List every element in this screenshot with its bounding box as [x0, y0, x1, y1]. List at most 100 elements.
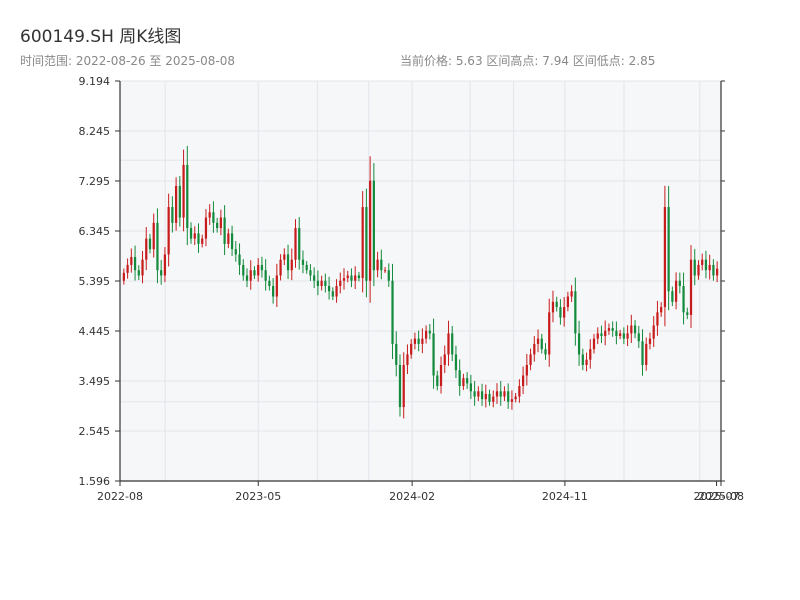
x-tick-label: 2024-11 [542, 490, 588, 503]
candle-down [417, 338, 420, 344]
candle-down [230, 233, 234, 250]
y-tick-label: 7.295 [79, 175, 111, 188]
candle-up [249, 270, 252, 281]
candle-down [682, 286, 685, 313]
candle-down [559, 307, 562, 318]
candle-down [466, 378, 469, 384]
candle-up [383, 270, 387, 272]
candle-up [663, 207, 667, 308]
candle-up [596, 333, 599, 339]
candle-up [529, 354, 532, 365]
y-tick-label: 1.596 [79, 475, 111, 488]
candle-up [174, 185, 178, 223]
candle-down [223, 217, 226, 244]
candle-up [167, 207, 170, 255]
candle-down [313, 275, 316, 281]
candle-up [257, 264, 260, 276]
candle-down [372, 180, 375, 271]
candle-up [701, 259, 704, 265]
candle-down [678, 280, 681, 287]
candle-down [387, 270, 390, 281]
candle-down [398, 364, 402, 408]
candle-up [604, 330, 607, 337]
candle-up [376, 259, 379, 271]
candle-down [507, 391, 510, 402]
candle-down [234, 249, 237, 255]
candle-down [637, 333, 640, 342]
candle-up [339, 280, 342, 287]
price-stats-text: 当前价格: 5.63 区间高点: 7.94 区间低点: 2.85 [400, 54, 656, 68]
candle-up [607, 328, 611, 331]
grid-lines [120, 80, 721, 482]
candle-up [152, 222, 155, 250]
candle-down [137, 270, 140, 276]
candle-down [316, 280, 320, 287]
candle-down [641, 341, 644, 365]
candle-up [182, 164, 185, 218]
candle-up [126, 264, 129, 273]
candle-down [469, 383, 472, 392]
candle-up [193, 233, 196, 239]
candle-down [380, 259, 383, 271]
candle-down [238, 254, 241, 265]
candle-down [212, 212, 215, 223]
candle-down [286, 254, 290, 271]
candles [122, 145, 719, 419]
candle-up [536, 338, 540, 344]
candle-down [686, 312, 689, 315]
candle-up [447, 333, 450, 355]
candle-up [533, 343, 536, 355]
candle-up [204, 217, 208, 239]
candle-down [171, 207, 174, 223]
candle-up [421, 338, 424, 344]
candle-down [156, 222, 159, 271]
candle-up [354, 275, 357, 281]
candle-up [585, 359, 588, 365]
candle-up [495, 391, 499, 397]
candle-down [600, 333, 603, 337]
candle-up [503, 391, 506, 397]
candle-up [674, 280, 678, 302]
candle-down [178, 185, 181, 218]
candle-up [660, 307, 663, 313]
candle-up [122, 272, 125, 281]
candle-down [357, 275, 361, 279]
candle-up [443, 354, 446, 365]
candle-up [484, 393, 487, 400]
candle-up [290, 259, 293, 271]
candle-down [540, 338, 543, 350]
candle-up [208, 212, 211, 218]
candle-up [130, 257, 133, 265]
candle-up [477, 391, 480, 397]
y-tick-label: 2.545 [79, 425, 111, 438]
candle-down [480, 391, 484, 400]
candle-up [275, 275, 278, 297]
chart-title: 600149.SH 周K线图 [20, 27, 182, 47]
candle-up [689, 259, 693, 315]
candle-down [473, 391, 476, 397]
candle-down [615, 330, 618, 337]
candle-down [704, 259, 708, 271]
candle-up [402, 364, 405, 408]
x-tick-label: 2025-08 [698, 490, 744, 503]
candle-down [216, 222, 219, 229]
candle-down [577, 333, 581, 355]
candle-down [395, 343, 398, 365]
candle-up [406, 354, 409, 365]
candle-up [219, 217, 222, 229]
x-tick-label: 2025-07 [694, 490, 740, 503]
candle-down [242, 264, 245, 276]
candle-down [264, 270, 267, 281]
candle-down [451, 333, 454, 355]
candle-down [245, 275, 249, 281]
candle-down [253, 270, 256, 276]
candle-up [346, 275, 349, 279]
candle-up [145, 238, 148, 260]
y-tick-label: 4.445 [79, 325, 111, 338]
candle-down [667, 207, 670, 292]
candle-down [633, 325, 637, 334]
candle-up [563, 307, 566, 318]
candle-up [369, 180, 372, 281]
candle-down [693, 259, 696, 276]
candle-down [301, 259, 305, 265]
